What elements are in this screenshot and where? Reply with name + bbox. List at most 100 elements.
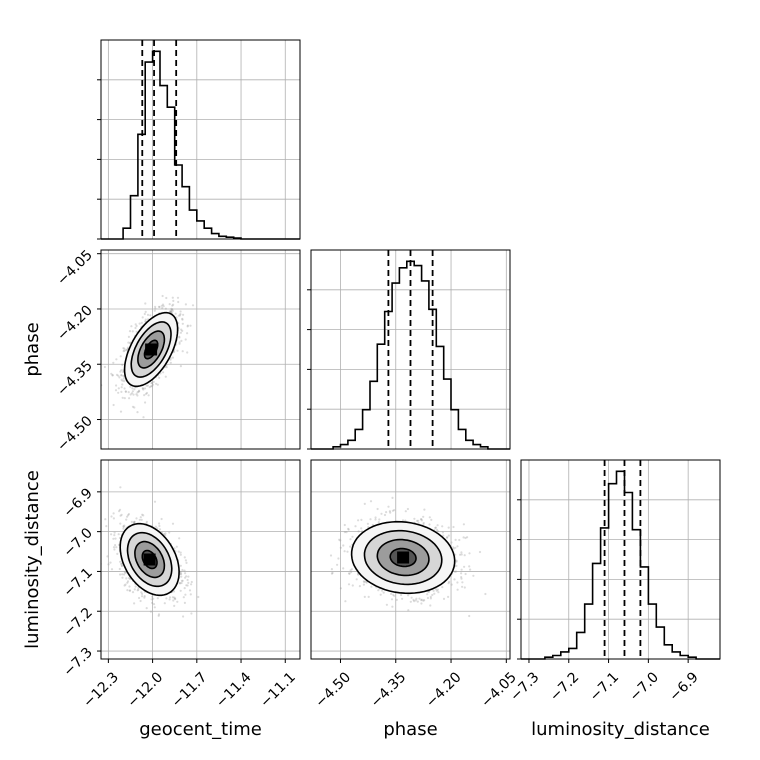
sample-point bbox=[119, 370, 122, 373]
sample-point bbox=[150, 385, 154, 388]
sample-point bbox=[141, 387, 144, 390]
sample-point bbox=[345, 531, 348, 534]
sample-point bbox=[141, 595, 144, 598]
density-peak bbox=[397, 551, 410, 564]
x-tick-label: −7.2 bbox=[547, 669, 582, 704]
sample-point bbox=[120, 378, 123, 381]
sample-point bbox=[122, 347, 125, 350]
sample-point bbox=[351, 535, 354, 538]
sample-point bbox=[354, 525, 357, 528]
sample-point bbox=[122, 525, 125, 528]
sample-point bbox=[350, 568, 353, 571]
sample-point bbox=[190, 583, 193, 586]
sample-point bbox=[420, 602, 423, 605]
sample-point bbox=[112, 361, 115, 364]
sample-point bbox=[177, 314, 180, 317]
sample-point bbox=[181, 317, 184, 320]
sample-point bbox=[149, 610, 153, 613]
sample-point bbox=[434, 526, 437, 529]
sample-point bbox=[422, 599, 425, 602]
sample-point bbox=[124, 571, 127, 575]
sample-point bbox=[460, 568, 463, 571]
sample-point bbox=[178, 314, 182, 317]
sample-point bbox=[184, 338, 187, 341]
sample-point bbox=[158, 528, 162, 531]
sample-point bbox=[119, 486, 122, 489]
sample-point bbox=[178, 335, 181, 338]
sample-point bbox=[125, 577, 128, 580]
sample-point bbox=[184, 576, 187, 579]
sample-point bbox=[131, 591, 135, 594]
panel-frame bbox=[310, 249, 511, 450]
sample-point bbox=[434, 526, 437, 530]
sample-point bbox=[147, 394, 150, 397]
sample-point bbox=[472, 574, 475, 577]
sample-point bbox=[144, 401, 147, 404]
sample-point bbox=[122, 527, 125, 530]
sample-point bbox=[343, 550, 346, 553]
sample-point bbox=[137, 588, 140, 591]
sample-point bbox=[153, 500, 157, 503]
sample-point bbox=[169, 361, 172, 364]
sample-point bbox=[154, 305, 157, 308]
sample-point bbox=[119, 573, 122, 576]
sample-point bbox=[144, 302, 147, 305]
sample-point bbox=[133, 520, 136, 524]
sample-point bbox=[337, 557, 340, 560]
sample-point bbox=[127, 335, 130, 338]
density-peak bbox=[145, 343, 158, 356]
sample-point bbox=[127, 513, 130, 516]
sample-point bbox=[458, 538, 461, 542]
sample-point bbox=[143, 595, 146, 598]
sample-point bbox=[339, 587, 342, 590]
sample-point bbox=[347, 527, 350, 530]
sample-point bbox=[115, 384, 118, 387]
sample-point bbox=[412, 598, 415, 602]
sample-point bbox=[179, 313, 182, 316]
sample-point bbox=[129, 589, 132, 592]
sample-point bbox=[154, 307, 157, 310]
sample-point bbox=[513, 580, 515, 582]
sample-point bbox=[178, 341, 181, 344]
sample-point bbox=[401, 519, 405, 522]
y-tick-label: −4.35 bbox=[54, 358, 96, 400]
sample-point bbox=[172, 590, 176, 593]
sample-point bbox=[173, 350, 176, 353]
sample-point bbox=[144, 318, 147, 321]
sample-point bbox=[158, 376, 161, 379]
sample-point bbox=[452, 547, 455, 550]
sample-point bbox=[164, 532, 167, 535]
histogram-phase bbox=[307, 249, 511, 450]
sample-point bbox=[342, 544, 345, 547]
sample-point bbox=[144, 320, 147, 323]
sample-point bbox=[122, 375, 125, 378]
sample-point bbox=[138, 390, 141, 393]
sample-point bbox=[468, 614, 471, 618]
sample-point bbox=[180, 575, 183, 578]
sample-point bbox=[459, 553, 462, 556]
sample-point bbox=[455, 559, 458, 562]
sample-point bbox=[339, 546, 342, 549]
sample-point bbox=[181, 350, 184, 353]
sample-point bbox=[422, 523, 425, 526]
sample-point bbox=[441, 525, 444, 528]
sample-point bbox=[119, 522, 122, 525]
sample-point bbox=[168, 531, 171, 534]
sample-point bbox=[179, 582, 182, 585]
sample-point bbox=[186, 584, 189, 587]
sample-point bbox=[401, 597, 404, 600]
sample-point bbox=[422, 521, 425, 525]
sample-point bbox=[133, 602, 136, 605]
sample-point bbox=[181, 568, 184, 572]
sample-point bbox=[133, 588, 136, 591]
sample-point bbox=[142, 514, 145, 517]
sample-point bbox=[143, 394, 146, 397]
sample-point bbox=[435, 589, 438, 592]
sample-point bbox=[342, 567, 345, 570]
sample-point bbox=[187, 575, 190, 578]
sample-point bbox=[460, 576, 463, 579]
sample-point bbox=[161, 294, 164, 298]
sample-point bbox=[416, 600, 419, 603]
sample-point bbox=[346, 550, 349, 553]
sample-point bbox=[122, 370, 125, 374]
